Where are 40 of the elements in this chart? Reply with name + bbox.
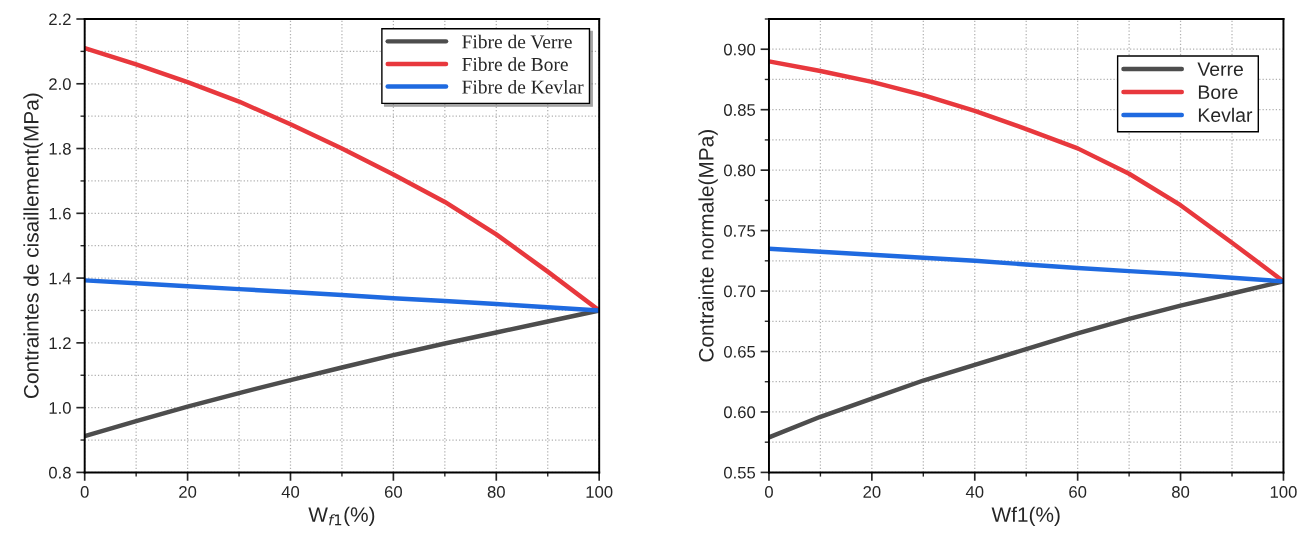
x-tick-label: 60	[384, 486, 403, 498]
legend-label: Verre	[1197, 62, 1243, 77]
y-axis-title: Contrainte normale(MPa)	[698, 130, 718, 362]
x-tick-label: 0	[80, 486, 89, 498]
legend-label: Fibre de Bore	[462, 57, 568, 71]
legend-label: Fibre de Kevlar	[462, 79, 584, 94]
x-tick-label: 20	[863, 486, 881, 498]
y-axis-title: Contraintes de cisaillement(MPa)	[23, 93, 43, 399]
y-tick-label: 2.0	[49, 78, 71, 90]
legend-label: Fibre de Verre	[462, 34, 572, 49]
y-tick-label: 0.8	[48, 466, 71, 479]
y-tick-label: 0.60	[723, 406, 756, 419]
y-tick-label: 1.0	[49, 402, 71, 414]
y-tick-label: 0.70	[723, 285, 756, 298]
x-axis-title: Wf1(%)	[991, 506, 1060, 527]
x-tick-label: 40	[965, 486, 984, 498]
y-tick-label: 0.80	[723, 164, 756, 177]
x-tick-label: 40	[281, 486, 300, 498]
y-tick-label: 0.85	[723, 104, 756, 116]
x-axis-title: W$_{f1}$(%)	[308, 506, 375, 527]
y-tick-label: 1.2	[49, 337, 71, 349]
x-tick-label: 100	[1270, 486, 1297, 498]
y-tick-label: 1.8	[49, 142, 71, 155]
line-series	[768, 246, 1284, 284]
y-tick-label: 0.55	[723, 466, 756, 479]
line-series	[84, 278, 600, 313]
x-tick-label: 80	[1172, 486, 1190, 498]
x-tick-label: 100	[586, 486, 613, 498]
y-tick-label: 0.65	[723, 345, 756, 358]
y-tick-label: 1.6	[49, 207, 71, 220]
x-tick-label: 20	[179, 486, 197, 498]
y-tick-label: 1.4	[49, 272, 72, 285]
y-tick-label: 0.90	[723, 43, 756, 56]
x-tick-label: 60	[1069, 486, 1087, 498]
x-tick-label: 80	[487, 486, 505, 498]
y-tick-label: 2.2	[49, 13, 71, 26]
x-tick-label: 0	[764, 486, 773, 498]
y-tick-label: 0.75	[723, 225, 756, 237]
legend-label: Bore	[1198, 85, 1238, 100]
legend-label: Kevlar	[1198, 107, 1253, 123]
